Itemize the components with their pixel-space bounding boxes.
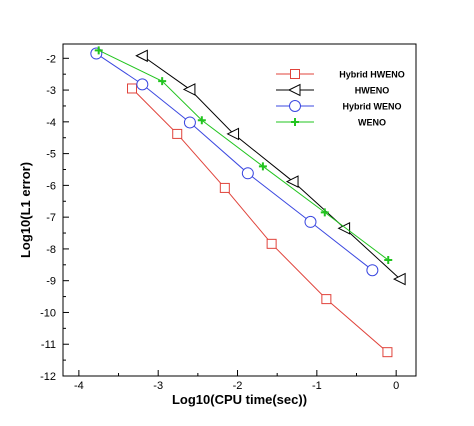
series-layer [90,46,406,358]
legend: Hybrid HWENO HWENO Hybrid WENO WENO [276,69,405,128]
data-point [183,116,196,129]
data-point [266,238,277,249]
data-point [337,221,351,235]
data-point [219,182,230,193]
legend-item: Hybrid WENO [276,100,402,112]
x-axis-title: Log10(CPU time(sec)) [172,392,307,407]
y-tick-label: -3 [46,85,56,97]
legend-marker [289,100,301,112]
series-line [98,49,389,261]
data-point [158,77,167,86]
data-point [135,49,148,63]
series-hybrid-hweno [127,83,393,358]
legend-item: HWENO [276,83,390,97]
data-point [304,215,317,228]
y-tick-label: -5 [46,149,56,161]
data-point [393,272,406,286]
y-tick-label: -4 [46,117,56,129]
x-axis: -4 -3 -2 -1 0 [74,370,399,392]
y-tick-label: -10 [40,307,56,319]
legend-marker [287,83,301,97]
y-axis: -2 -3 -4 -5 -6 -7 -8 -9 -10 -11 -12 [40,53,69,383]
y-tick-label: -2 [46,53,56,65]
x-tick-label: 0 [393,380,399,392]
data-point [258,162,267,171]
data-point [241,167,254,180]
data-point [172,128,183,139]
y-tick-label: -9 [46,276,56,288]
legend-item: Hybrid HWENO [276,69,405,80]
x-tick-label: -1 [312,380,322,392]
y-tick-label: -6 [46,180,56,192]
x-tick-label: -3 [153,380,163,392]
legend-label: HWENO [355,86,390,96]
data-point [320,208,329,217]
legend-marker [291,118,299,126]
data-point [366,264,379,277]
legend-marker [290,69,300,79]
data-point [382,347,393,358]
series-weno [94,46,393,265]
data-point [384,256,393,265]
y-tick-label: -11 [41,339,56,351]
legend-item: WENO [276,118,386,128]
data-point [136,78,149,91]
data-point [285,175,299,188]
x-tick-label: -2 [233,380,243,392]
data-point [94,46,103,55]
series-line [131,88,388,353]
data-point [226,127,240,141]
series-line [142,55,401,280]
series-line [96,53,373,271]
data-point [321,294,332,305]
series-hweno [135,49,406,286]
data-point [127,83,138,94]
x-tick-label: -4 [74,380,84,392]
y-axis-title: Log10(L1 error) [18,162,33,258]
legend-label: WENO [358,118,386,128]
legend-label: Hybrid HWENO [339,70,405,80]
y-tick-label: -8 [46,244,56,256]
y-tick-label: -12 [40,371,56,383]
legend-label: Hybrid WENO [342,102,401,112]
y-tick-label: -7 [46,212,56,224]
series-hybrid-weno [90,47,379,277]
plot-area-frame [62,43,417,377]
data-point [182,83,196,96]
data-point [197,116,206,125]
